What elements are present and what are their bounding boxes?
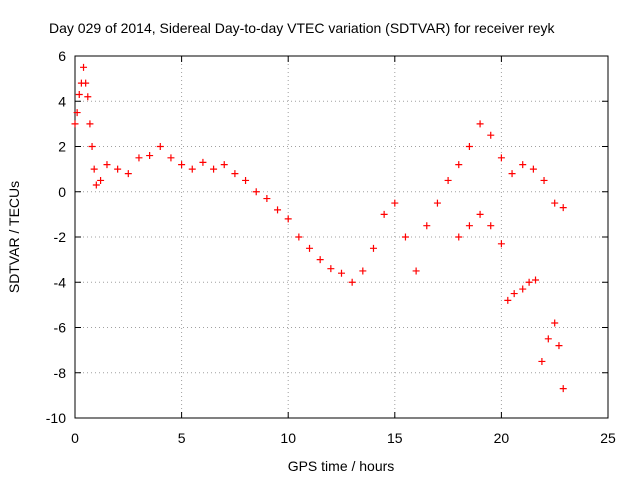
data-point: [433, 199, 441, 207]
data-point: [444, 176, 452, 184]
data-point: [327, 265, 335, 273]
data-point: [156, 143, 164, 150]
axis-tick-labels: 0 5 10 15 20 25 -10 -8 -6 -4 -2 0 2 4 6: [46, 48, 616, 446]
data-point: [455, 233, 463, 241]
y-tick-label: 6: [58, 48, 66, 64]
y-tick-label: 2: [58, 139, 66, 155]
series-1: [455, 210, 567, 393]
data-point: [519, 285, 527, 293]
y-tick-label: -4: [54, 274, 67, 290]
y-tick-label: 0: [58, 184, 66, 200]
data-point: [551, 319, 559, 327]
y-tick-label: 4: [58, 93, 66, 109]
data-point: [359, 267, 367, 275]
y-tick-label: -6: [54, 320, 67, 336]
data-point: [497, 154, 505, 162]
x-tick-label: 15: [387, 430, 403, 446]
data-point: [559, 204, 567, 212]
x-tick-label: 20: [494, 430, 510, 446]
data-point: [316, 256, 324, 264]
data-point: [90, 165, 98, 173]
x-tick-label: 0: [71, 430, 79, 446]
data-point: [242, 176, 250, 184]
data-point: [423, 222, 431, 230]
data-point: [92, 181, 100, 189]
y-tick-label: -10: [46, 410, 66, 426]
data-point: [465, 222, 473, 230]
data-point: [82, 79, 90, 87]
data-point: [80, 63, 88, 71]
data-point: [199, 158, 207, 166]
chart-title: Day 029 of 2014, Sidereal Day-to-day VTE…: [49, 20, 555, 36]
data-point: [532, 276, 540, 284]
data-point: [306, 244, 314, 252]
chart-grid: [75, 56, 608, 418]
x-tick-label: 10: [280, 430, 296, 446]
data-point: [73, 109, 81, 117]
data-point: [508, 170, 516, 178]
data-point: [497, 240, 505, 248]
data-point: [401, 233, 409, 241]
data-point: [274, 206, 282, 214]
y-tick-label: -8: [54, 365, 67, 381]
data-point: [263, 195, 271, 203]
data-point: [412, 267, 420, 275]
x-tick-label: 5: [178, 430, 186, 446]
data-points: [71, 63, 567, 393]
data-point: [86, 120, 94, 128]
x-axis-label: GPS time / hours: [288, 458, 395, 474]
data-point: [348, 278, 356, 286]
data-point: [71, 120, 79, 128]
data-point: [540, 176, 548, 184]
data-point: [124, 170, 132, 178]
data-point: [529, 165, 537, 173]
data-point: [519, 161, 527, 169]
data-point: [338, 269, 345, 277]
data-point: [559, 385, 567, 393]
data-point: [114, 165, 122, 173]
data-point: [188, 165, 196, 173]
data-point: [555, 342, 563, 350]
data-point: [167, 154, 175, 162]
series-0: [71, 63, 567, 286]
data-point: [504, 296, 512, 304]
x-tick-label: 25: [600, 430, 616, 446]
data-point: [103, 161, 111, 169]
y-axis-label: SDTVAR / TECUs: [6, 181, 22, 293]
axis-ticks: [74, 55, 609, 419]
data-point: [231, 170, 239, 178]
data-point: [487, 222, 495, 230]
data-point: [455, 161, 463, 169]
data-point: [295, 233, 303, 241]
data-point: [525, 278, 533, 286]
data-point: [538, 357, 546, 365]
data-point: [210, 165, 218, 173]
data-point: [220, 161, 228, 169]
data-point: [391, 199, 399, 207]
data-point: [487, 131, 495, 139]
data-point: [544, 335, 552, 343]
data-point: [88, 143, 96, 150]
data-point: [369, 244, 377, 252]
data-point: [510, 290, 518, 298]
plot-frame: [74, 55, 609, 419]
data-point: [476, 210, 484, 218]
data-point: [75, 90, 83, 98]
data-point: [97, 176, 105, 184]
data-point: [380, 210, 388, 218]
data-point: [84, 93, 92, 101]
data-point: [476, 120, 484, 128]
data-point: [284, 215, 292, 223]
data-point: [551, 199, 559, 207]
data-point: [252, 188, 260, 196]
data-point: [178, 161, 186, 169]
data-point: [146, 152, 154, 160]
data-point: [465, 143, 473, 150]
y-tick-label: -2: [54, 229, 67, 245]
data-point: [135, 154, 143, 162]
